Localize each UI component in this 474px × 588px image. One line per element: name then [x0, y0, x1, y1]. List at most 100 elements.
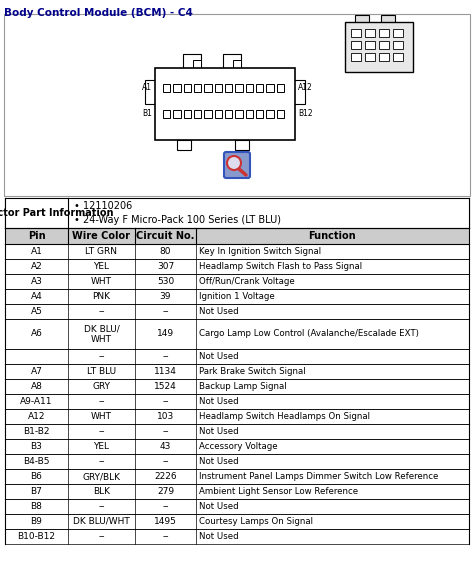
Bar [5, 244, 469, 259]
Bar [215, 84, 222, 92]
Text: A8: A8 [30, 382, 43, 391]
Bar [173, 84, 181, 92]
Bar [194, 110, 201, 118]
Bar [5, 274, 469, 289]
Text: A12: A12 [28, 412, 45, 421]
FancyBboxPatch shape [224, 152, 250, 178]
Bar [163, 84, 171, 92]
Bar [215, 110, 222, 118]
Text: Not Used: Not Used [199, 352, 238, 361]
Bar [5, 439, 469, 454]
Text: 80: 80 [160, 247, 171, 256]
Bar [183, 110, 191, 118]
Text: --: -- [162, 397, 169, 406]
Text: Not Used: Not Used [199, 307, 238, 316]
Bar [155, 68, 295, 140]
Text: B1-B2: B1-B2 [23, 427, 50, 436]
Bar [351, 53, 361, 61]
Text: A12: A12 [298, 83, 313, 92]
Text: Not Used: Not Used [199, 457, 238, 466]
Bar [379, 29, 389, 37]
Bar [5, 514, 469, 529]
Bar [365, 53, 375, 61]
Bar [235, 140, 249, 150]
Bar [365, 41, 375, 49]
Text: Backup Lamp Signal: Backup Lamp Signal [199, 382, 287, 391]
Bar [293, 80, 305, 104]
Bar [5, 198, 68, 228]
Bar [256, 110, 264, 118]
Text: B12: B12 [298, 109, 313, 118]
Bar [5, 349, 469, 364]
Text: BLK: BLK [93, 487, 110, 496]
Bar [5, 304, 469, 319]
Bar [246, 110, 253, 118]
Circle shape [227, 156, 241, 170]
Text: --: -- [162, 532, 169, 541]
Bar [5, 289, 469, 304]
Text: A7: A7 [30, 367, 43, 376]
Text: Instrument Panel Lamps Dimmer Switch Low Reference: Instrument Panel Lamps Dimmer Switch Low… [199, 472, 438, 481]
Bar [393, 29, 403, 37]
Text: B3: B3 [30, 442, 43, 451]
Text: --: -- [98, 532, 105, 541]
Text: Headlamp Switch Headlamps On Signal: Headlamp Switch Headlamps On Signal [199, 412, 370, 421]
Text: Circuit No.: Circuit No. [137, 231, 195, 241]
Bar [5, 484, 469, 499]
Text: 1134: 1134 [154, 367, 177, 376]
Bar [351, 29, 361, 37]
Bar [233, 60, 241, 69]
Text: --: -- [98, 502, 105, 511]
Text: --: -- [162, 307, 169, 316]
Text: LT BLU: LT BLU [87, 367, 116, 376]
Text: A5: A5 [30, 307, 43, 316]
Bar [5, 198, 469, 228]
Bar [5, 454, 469, 469]
Bar [183, 84, 191, 92]
Text: --: -- [98, 307, 105, 316]
Text: --: -- [162, 352, 169, 361]
Text: --: -- [162, 457, 169, 466]
Text: Not Used: Not Used [199, 397, 238, 406]
Bar [4, 14, 470, 196]
Bar [5, 424, 469, 439]
Bar [5, 364, 469, 379]
Text: WHT: WHT [91, 412, 112, 421]
Bar [379, 53, 389, 61]
Text: B6: B6 [30, 472, 43, 481]
Bar [355, 15, 369, 24]
Text: Body Control Module (BCM) - C4: Body Control Module (BCM) - C4 [4, 8, 193, 18]
Text: YEL: YEL [93, 262, 109, 271]
Text: --: -- [162, 502, 169, 511]
Text: Courtesy Lamps On Signal: Courtesy Lamps On Signal [199, 517, 313, 526]
Text: B8: B8 [30, 502, 43, 511]
Text: Headlamp Switch Flash to Pass Signal: Headlamp Switch Flash to Pass Signal [199, 262, 362, 271]
Text: A1: A1 [30, 247, 43, 256]
Text: 307: 307 [157, 262, 174, 271]
Bar [5, 379, 469, 394]
Text: A9-A11: A9-A11 [20, 397, 53, 406]
Text: B10-B12: B10-B12 [18, 532, 55, 541]
Bar [5, 469, 469, 484]
Bar [223, 54, 241, 70]
Bar [235, 110, 243, 118]
Text: Pin: Pin [27, 231, 46, 241]
Text: Not Used: Not Used [199, 532, 238, 541]
Text: Function: Function [308, 231, 356, 241]
Text: 279: 279 [157, 487, 174, 496]
Text: 103: 103 [157, 412, 174, 421]
Bar [145, 80, 157, 104]
Text: --: -- [98, 457, 105, 466]
Text: Cargo Lamp Low Control (Avalanche/Escalade EXT): Cargo Lamp Low Control (Avalanche/Escala… [199, 329, 419, 339]
Bar [194, 84, 201, 92]
Text: 2226: 2226 [154, 472, 177, 481]
Text: Not Used: Not Used [199, 502, 238, 511]
Text: A6: A6 [30, 329, 43, 339]
Bar [266, 110, 274, 118]
Bar [204, 110, 212, 118]
Bar [5, 228, 469, 244]
Bar [266, 84, 274, 92]
Text: --: -- [98, 352, 105, 361]
Bar [163, 110, 171, 118]
Text: 1524: 1524 [154, 382, 177, 391]
